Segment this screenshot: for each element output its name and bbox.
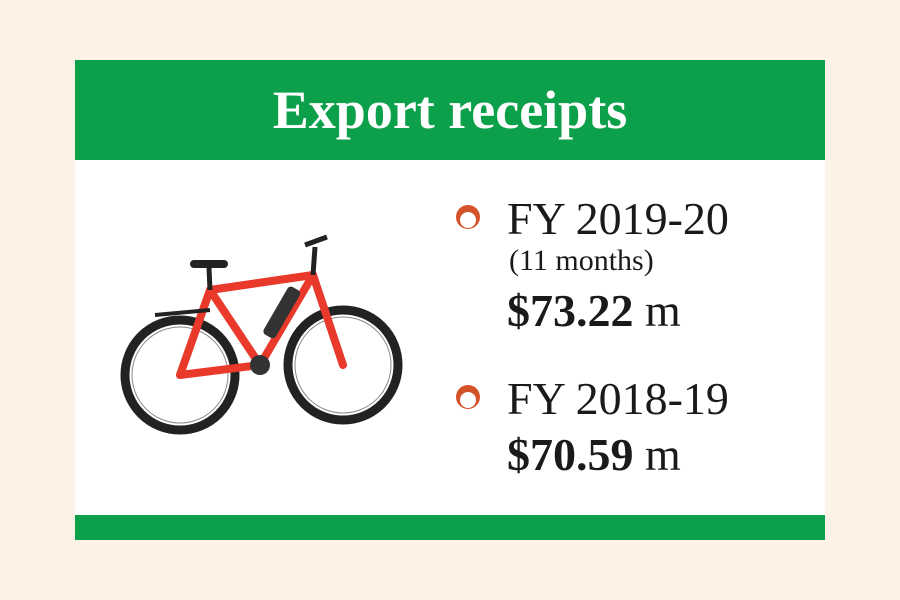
amount: $73.22	[507, 285, 634, 336]
amount: $70.59	[507, 429, 634, 480]
amount-unit: m	[645, 285, 681, 336]
fiscal-year-label: FY 2018-19	[507, 373, 729, 424]
footer-bar	[75, 515, 825, 540]
bullet-icon	[456, 385, 480, 409]
amount-value: $70.59 m	[507, 428, 681, 481]
infographic-card: Export receipts FY 2019-20	[75, 60, 825, 540]
header-banner: Export receipts	[75, 60, 825, 160]
bicycle-image	[120, 234, 403, 435]
amount-value: $73.22 m	[507, 284, 681, 337]
amount-unit: m	[645, 429, 681, 480]
fiscal-year-label: FY 2019-20	[507, 193, 729, 244]
bullet-icon	[456, 205, 480, 229]
title: Export receipts	[272, 80, 628, 140]
period-note: (11 months)	[509, 244, 654, 277]
